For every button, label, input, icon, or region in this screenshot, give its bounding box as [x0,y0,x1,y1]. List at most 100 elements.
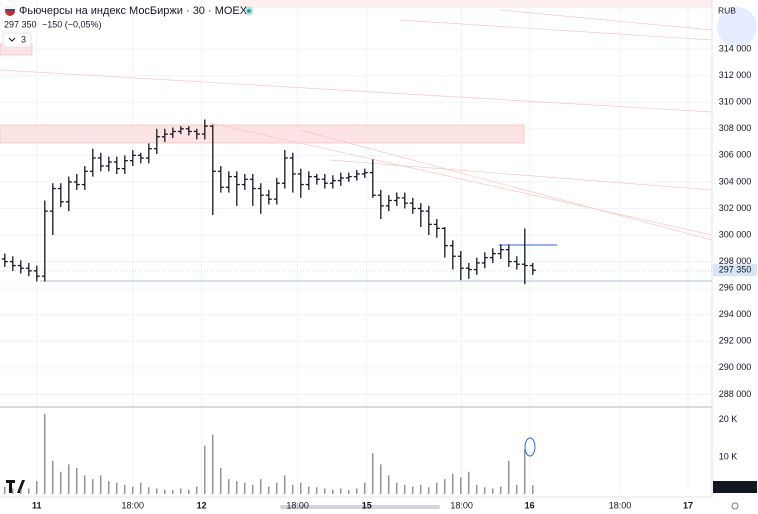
ohlc-bar [65,176,72,212]
y-tick-label: 298 000 [719,256,752,266]
x-tick-label: 18:00 [609,500,632,510]
flag-icon [5,5,15,9]
y-tick-label: 302 000 [719,203,752,213]
volume-bar [284,475,286,494]
y-tick-label: 312 000 [719,70,752,80]
trend-line [329,159,713,191]
x-tick-label: 16 [525,500,535,510]
volume-bar [428,487,430,494]
indicators-toggle[interactable] [2,32,32,48]
volume-tick-label: 20 K [719,414,738,424]
ohlc-bar [401,192,408,209]
volume-bar [36,481,38,494]
y-tick-label: 310 000 [719,97,752,107]
volume-bar [420,484,422,494]
volume-bar [532,485,534,494]
settings-icon[interactable] [731,502,739,510]
ohlc-bar [361,168,368,178]
trend-line [209,122,713,236]
ohlc-bar [329,175,336,189]
ohlc-bar [185,126,192,136]
x-tick-label: 18:00 [122,500,145,510]
volume-bar [108,481,110,494]
volume-bar [76,468,78,494]
ohlc-bar [369,159,376,198]
ohlc-bar [153,128,160,155]
ohlc-bar [489,248,496,263]
volume-bar [516,484,518,494]
y-tick-label: 288 000 [719,389,752,399]
volume-bar [84,475,86,494]
grid [0,0,712,494]
volume-bar [132,486,134,494]
volume-bar [340,488,342,494]
trend-line [299,129,713,241]
volume-bar [444,479,446,494]
volume-bar [172,490,174,494]
ohlc-bar [457,250,464,281]
y-tick-label: 308 000 [719,123,752,133]
ohlc-bar [265,189,272,205]
volume-bar [148,487,150,494]
ohlc-bar [425,205,432,236]
ohlc-bar [345,172,352,182]
volume-bar [188,489,190,494]
ohlc-bar [249,173,256,206]
ohlc-bar [137,152,144,164]
ohlc-bar [441,227,448,258]
volume-bar [300,482,302,494]
scrollbar[interactable] [280,505,440,509]
ohlc-bar [409,197,416,214]
volume-bar [156,488,158,494]
ohlc-bar [105,156,112,172]
volume-bar [452,473,454,494]
volume-bar [20,489,22,494]
volume-bar [92,479,94,494]
ohlc-bar [201,119,208,140]
volume-bar [212,434,214,494]
x-tick-label: 17 [683,500,693,510]
volume-bar [244,482,246,494]
indicators-count: 3 [21,34,26,44]
ohlc-bar [313,173,320,185]
volume-bar [500,486,502,494]
volume-bar [492,488,494,494]
legend: Фьючерсы на индекс МосБиржи · 30 · MOEX … [2,5,254,48]
ohlc-bar [177,126,184,135]
ohlc-bar [281,150,288,189]
ohlc-bar [433,219,440,238]
drawings [0,0,757,457]
y-tick-label: 296 000 [719,283,752,293]
volume-tag-label: 2,393 K [719,481,750,491]
volume-tag [713,481,757,493]
volume-bar [100,475,102,494]
volume-bar [292,484,294,494]
symbol-title: Фьючерсы на индекс МосБиржи · 30 · MOEX [19,5,248,17]
ohlc-bar [385,195,392,212]
ohlc-bar [1,253,8,267]
ohlc-bar [113,156,120,174]
volume-bar [204,445,206,494]
volume-bar [404,484,406,494]
ohlc-bar [513,256,520,270]
zone [240,0,712,8]
volume-bar [28,488,30,494]
y-tick-label: 304 000 [719,176,752,186]
volume-bar [140,482,142,494]
volume-bar [524,449,526,494]
ohlc-bar [521,228,528,285]
volume-bar [436,482,438,494]
ohlc-bar [17,260,24,274]
cursor-halo [717,7,757,47]
ohlc-bar [377,189,384,220]
volume-bar [164,489,166,494]
status-dot [247,9,251,13]
volume-bar [468,471,470,494]
currency[interactable]: RUB [718,5,736,15]
ohlc-bar [121,155,128,174]
volume-bar [52,460,54,494]
volume-bar [380,464,382,494]
volume-bar [116,482,118,494]
volume-bar [60,471,62,494]
